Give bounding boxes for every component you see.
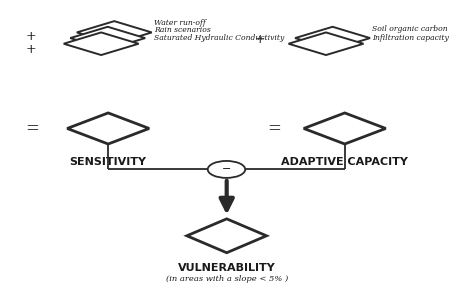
Polygon shape [67,113,149,144]
Text: Saturated Hydraulic Conductivity: Saturated Hydraulic Conductivity [154,34,284,42]
Polygon shape [64,33,138,55]
Polygon shape [187,219,266,253]
Polygon shape [77,21,152,44]
Text: Water run-off: Water run-off [154,18,206,26]
Text: +: + [254,33,265,46]
Polygon shape [289,33,364,55]
Polygon shape [304,113,386,144]
Text: +: + [26,30,36,43]
Text: Soil organic carbon: Soil organic carbon [373,25,448,33]
Text: ADAPTIVE CAPACITY: ADAPTIVE CAPACITY [281,157,408,167]
Polygon shape [295,27,370,49]
Text: −: − [222,164,231,175]
Text: (in areas with a slope < 5% ): (in areas with a slope < 5% ) [165,275,288,283]
Text: Infiltration capacity: Infiltration capacity [373,33,449,41]
Text: =: = [25,120,39,137]
Text: SENSITIVITY: SENSITIVITY [70,157,146,167]
Polygon shape [70,27,145,49]
Text: =: = [267,120,282,137]
Text: Rain scenarios: Rain scenarios [154,26,211,35]
Ellipse shape [208,161,245,178]
Text: +: + [26,43,36,56]
Text: VULNERABILITY: VULNERABILITY [178,264,275,274]
